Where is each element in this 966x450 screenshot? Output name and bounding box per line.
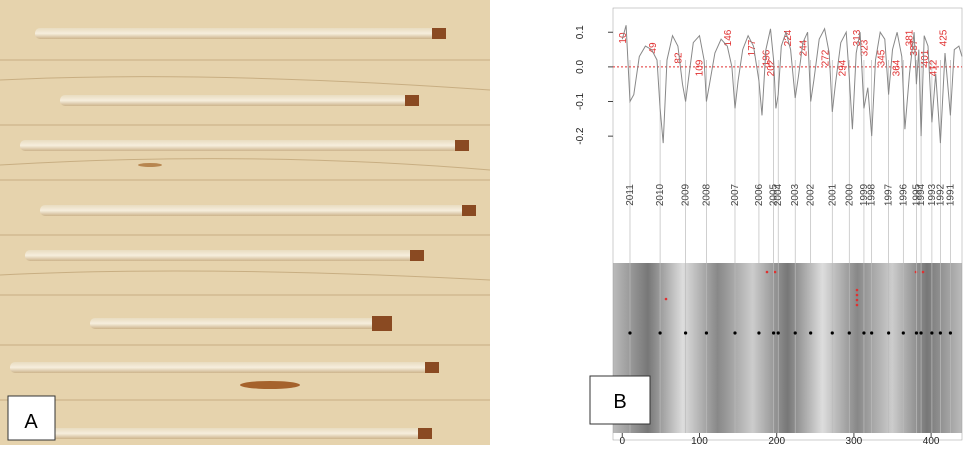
ring-dot — [901, 331, 905, 335]
ring-label: 244 — [799, 39, 810, 56]
ring-label: 412 — [928, 59, 939, 76]
ring-dot — [938, 331, 942, 335]
ring-label: 272 — [820, 49, 831, 66]
x-tick-label: 400 — [923, 436, 940, 445]
ring-dot — [870, 331, 874, 335]
year-label: 1993 — [927, 183, 938, 206]
ring-label: 401 — [920, 49, 931, 66]
year-label: 1999 — [859, 183, 870, 206]
ring-dot — [658, 331, 662, 335]
ring-label: 10 — [618, 32, 629, 44]
ring-dot — [862, 331, 866, 335]
year-label: 2000 — [844, 183, 855, 206]
ring-dot — [683, 331, 688, 335]
year-label: 2007 — [730, 183, 741, 206]
plot-frame — [612, 7, 963, 441]
ring-label: 345 — [877, 49, 888, 66]
strip-annotations — [664, 270, 925, 307]
ring-dot — [757, 331, 761, 335]
ring-dot — [847, 331, 851, 335]
ring-label: 202 — [766, 59, 777, 76]
year-label: 1995 — [911, 183, 922, 206]
ring-label: 425 — [938, 29, 949, 46]
year-label: 2008 — [701, 183, 712, 206]
year-label: 1991 — [945, 183, 956, 206]
y-tick-label: 0.1 — [575, 25, 586, 39]
image-strip — [613, 263, 962, 433]
ring-label: 364 — [891, 59, 902, 76]
year-label: 2002 — [806, 183, 817, 206]
ring-dot — [628, 331, 632, 335]
year-label: 2006 — [754, 183, 765, 206]
x-tick-label: 0 — [619, 436, 625, 445]
year-label: 1994 — [916, 183, 927, 206]
ring-dot — [930, 331, 934, 335]
ring-dot — [948, 331, 953, 335]
x-tick-label: 100 — [691, 436, 708, 445]
ring-dot — [772, 331, 776, 335]
year-label: 1992 — [935, 183, 946, 206]
year-label: 2003 — [790, 183, 801, 206]
year-label: 2004 — [773, 183, 784, 206]
year-label: 2009 — [681, 183, 692, 206]
panel-label: A — [24, 411, 38, 433]
ring-dot — [704, 331, 709, 335]
ring-label: 177 — [747, 39, 758, 56]
year-label: 1996 — [898, 183, 909, 206]
year-label: 1998 — [867, 183, 878, 206]
x-tick-label: 200 — [768, 436, 785, 445]
x-tick-label: 300 — [846, 436, 863, 445]
year-label: 2001 — [827, 183, 838, 206]
ring-dot — [733, 331, 737, 335]
ring-label: 49 — [648, 42, 659, 54]
ring-dot — [830, 331, 834, 335]
ring-label: 109 — [694, 59, 705, 76]
ring-dot — [919, 331, 923, 335]
ring-label: 313 — [852, 29, 863, 46]
ring-dot — [887, 331, 891, 335]
year-label: 2005 — [769, 183, 780, 206]
photo: A — [0, 0, 491, 445]
ring-label: 146 — [723, 29, 734, 46]
chart: 0.10.0-0.1-0.20 100 200 300 4001020114920108… — [575, 25, 963, 447]
ring-dot — [914, 331, 919, 335]
year-label: 2010 — [655, 183, 666, 206]
ring-label: 196 — [762, 49, 773, 66]
year-label: 2011 — [625, 184, 636, 206]
ring-label: 294 — [837, 59, 848, 76]
ring-label: 224 — [783, 29, 794, 46]
ring-dot — [793, 331, 797, 335]
year-label: 1997 — [884, 183, 895, 206]
y-tick-label: 0.0 — [575, 59, 586, 73]
y-tick-label: -0.1 — [575, 92, 586, 110]
ring-dot — [776, 331, 780, 335]
ring-dot — [809, 331, 813, 335]
y-tick-label: -0.2 — [575, 127, 586, 145]
density-line — [621, 25, 963, 144]
ring-label: 323 — [860, 39, 871, 56]
ring-label: 381 — [904, 29, 915, 46]
panel-label: B — [613, 391, 626, 413]
